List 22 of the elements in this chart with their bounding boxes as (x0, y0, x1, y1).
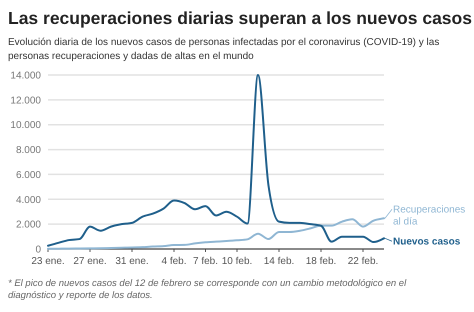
chart-title: Las recuperaciones diarias superan a los nuevos casos (8, 8, 472, 28)
x-tick-label: 18 feb. (306, 256, 336, 267)
legend-label: Nuevos casos (393, 236, 461, 248)
text: * El pico de nuevos casos del 12 de febrero se corresponde con un cambio metodológico en el diagnóstico y reporte de los datos. (8, 278, 408, 301)
y-tick-label: 8.000 (16, 145, 42, 156)
y-tick-label: 0 (35, 244, 42, 256)
y-tick-label: 4.000 (16, 194, 42, 206)
x-tick-label: 22 feb. (348, 256, 378, 267)
x-tick-label: 27 ene. (73, 256, 107, 267)
x-tick-label: 14 feb. (264, 256, 294, 267)
legend-label: Recuperaciones al día (393, 204, 466, 228)
x-tick-label: 10 feb. (222, 256, 252, 267)
y-tick-label: 2.000 (16, 220, 42, 231)
y-tick-label: 6.000 (16, 170, 42, 181)
y-tick-label: 12.000 (10, 95, 42, 106)
y-tick-label: 14.000 (10, 70, 42, 82)
x-tick-label: 4 feb. (161, 256, 187, 267)
x-tick-label: 7 feb. (192, 256, 218, 267)
x-tick-label: 23 ene. (31, 256, 65, 267)
chart-subtitle: Evolución diaria de los nuevos casos de personas infectadas por el coronavirus (COVID-19) y las personas recuperaciones y dadas de altas en el mundo (8, 37, 440, 62)
x-tick-label: 31 ene. (115, 256, 149, 267)
y-tick-label: 10.000 (10, 120, 42, 132)
